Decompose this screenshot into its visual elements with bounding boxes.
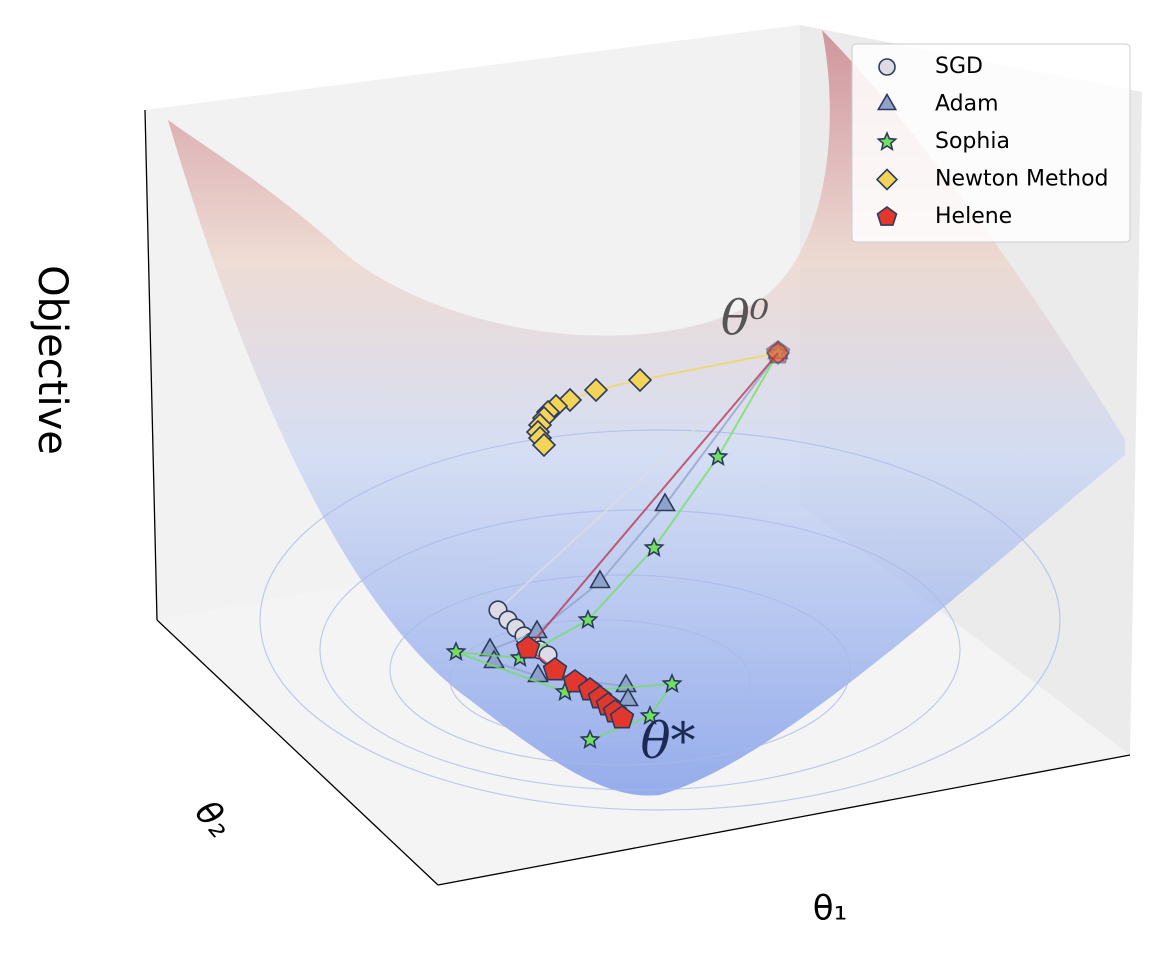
trajectories — [445, 340, 791, 750]
marker — [876, 206, 898, 226]
marker — [583, 377, 609, 403]
marker — [617, 687, 639, 707]
legend-label: SGD — [935, 54, 983, 79]
marker — [579, 728, 601, 750]
trajectory-line — [455, 352, 779, 741]
marker — [577, 608, 599, 630]
marker — [707, 445, 729, 467]
marker — [878, 58, 896, 76]
start-annotation: θ⁰ — [721, 291, 769, 347]
marker — [531, 432, 557, 458]
marker — [643, 536, 665, 558]
legend-label: Adam — [935, 92, 999, 117]
marker — [875, 168, 899, 191]
legend-label: Newton Method — [935, 167, 1109, 192]
marker — [876, 92, 898, 111]
marker — [654, 492, 676, 512]
legend — [851, 43, 1131, 243]
x-axis-label: θ₁ — [813, 889, 847, 929]
trajectory — [515, 340, 791, 729]
marker — [515, 635, 541, 659]
marker — [627, 367, 653, 393]
marker — [765, 340, 791, 364]
marker — [609, 705, 635, 729]
z-axis-label: Objective — [29, 265, 75, 455]
legend-entries: SGD Adam Sophia Newton Method Helene — [875, 54, 1109, 229]
trajectory — [525, 340, 791, 458]
marker — [876, 130, 898, 152]
y-axis-label: θ₂ — [187, 793, 240, 845]
optimum-annotation: θ* — [640, 712, 695, 770]
marker — [589, 569, 611, 589]
marker — [445, 640, 467, 662]
marker — [542, 657, 568, 681]
marker — [661, 672, 683, 694]
legend-label: Helene — [935, 204, 1012, 229]
legend-label: Sophia — [935, 129, 1010, 154]
marker — [639, 704, 661, 726]
